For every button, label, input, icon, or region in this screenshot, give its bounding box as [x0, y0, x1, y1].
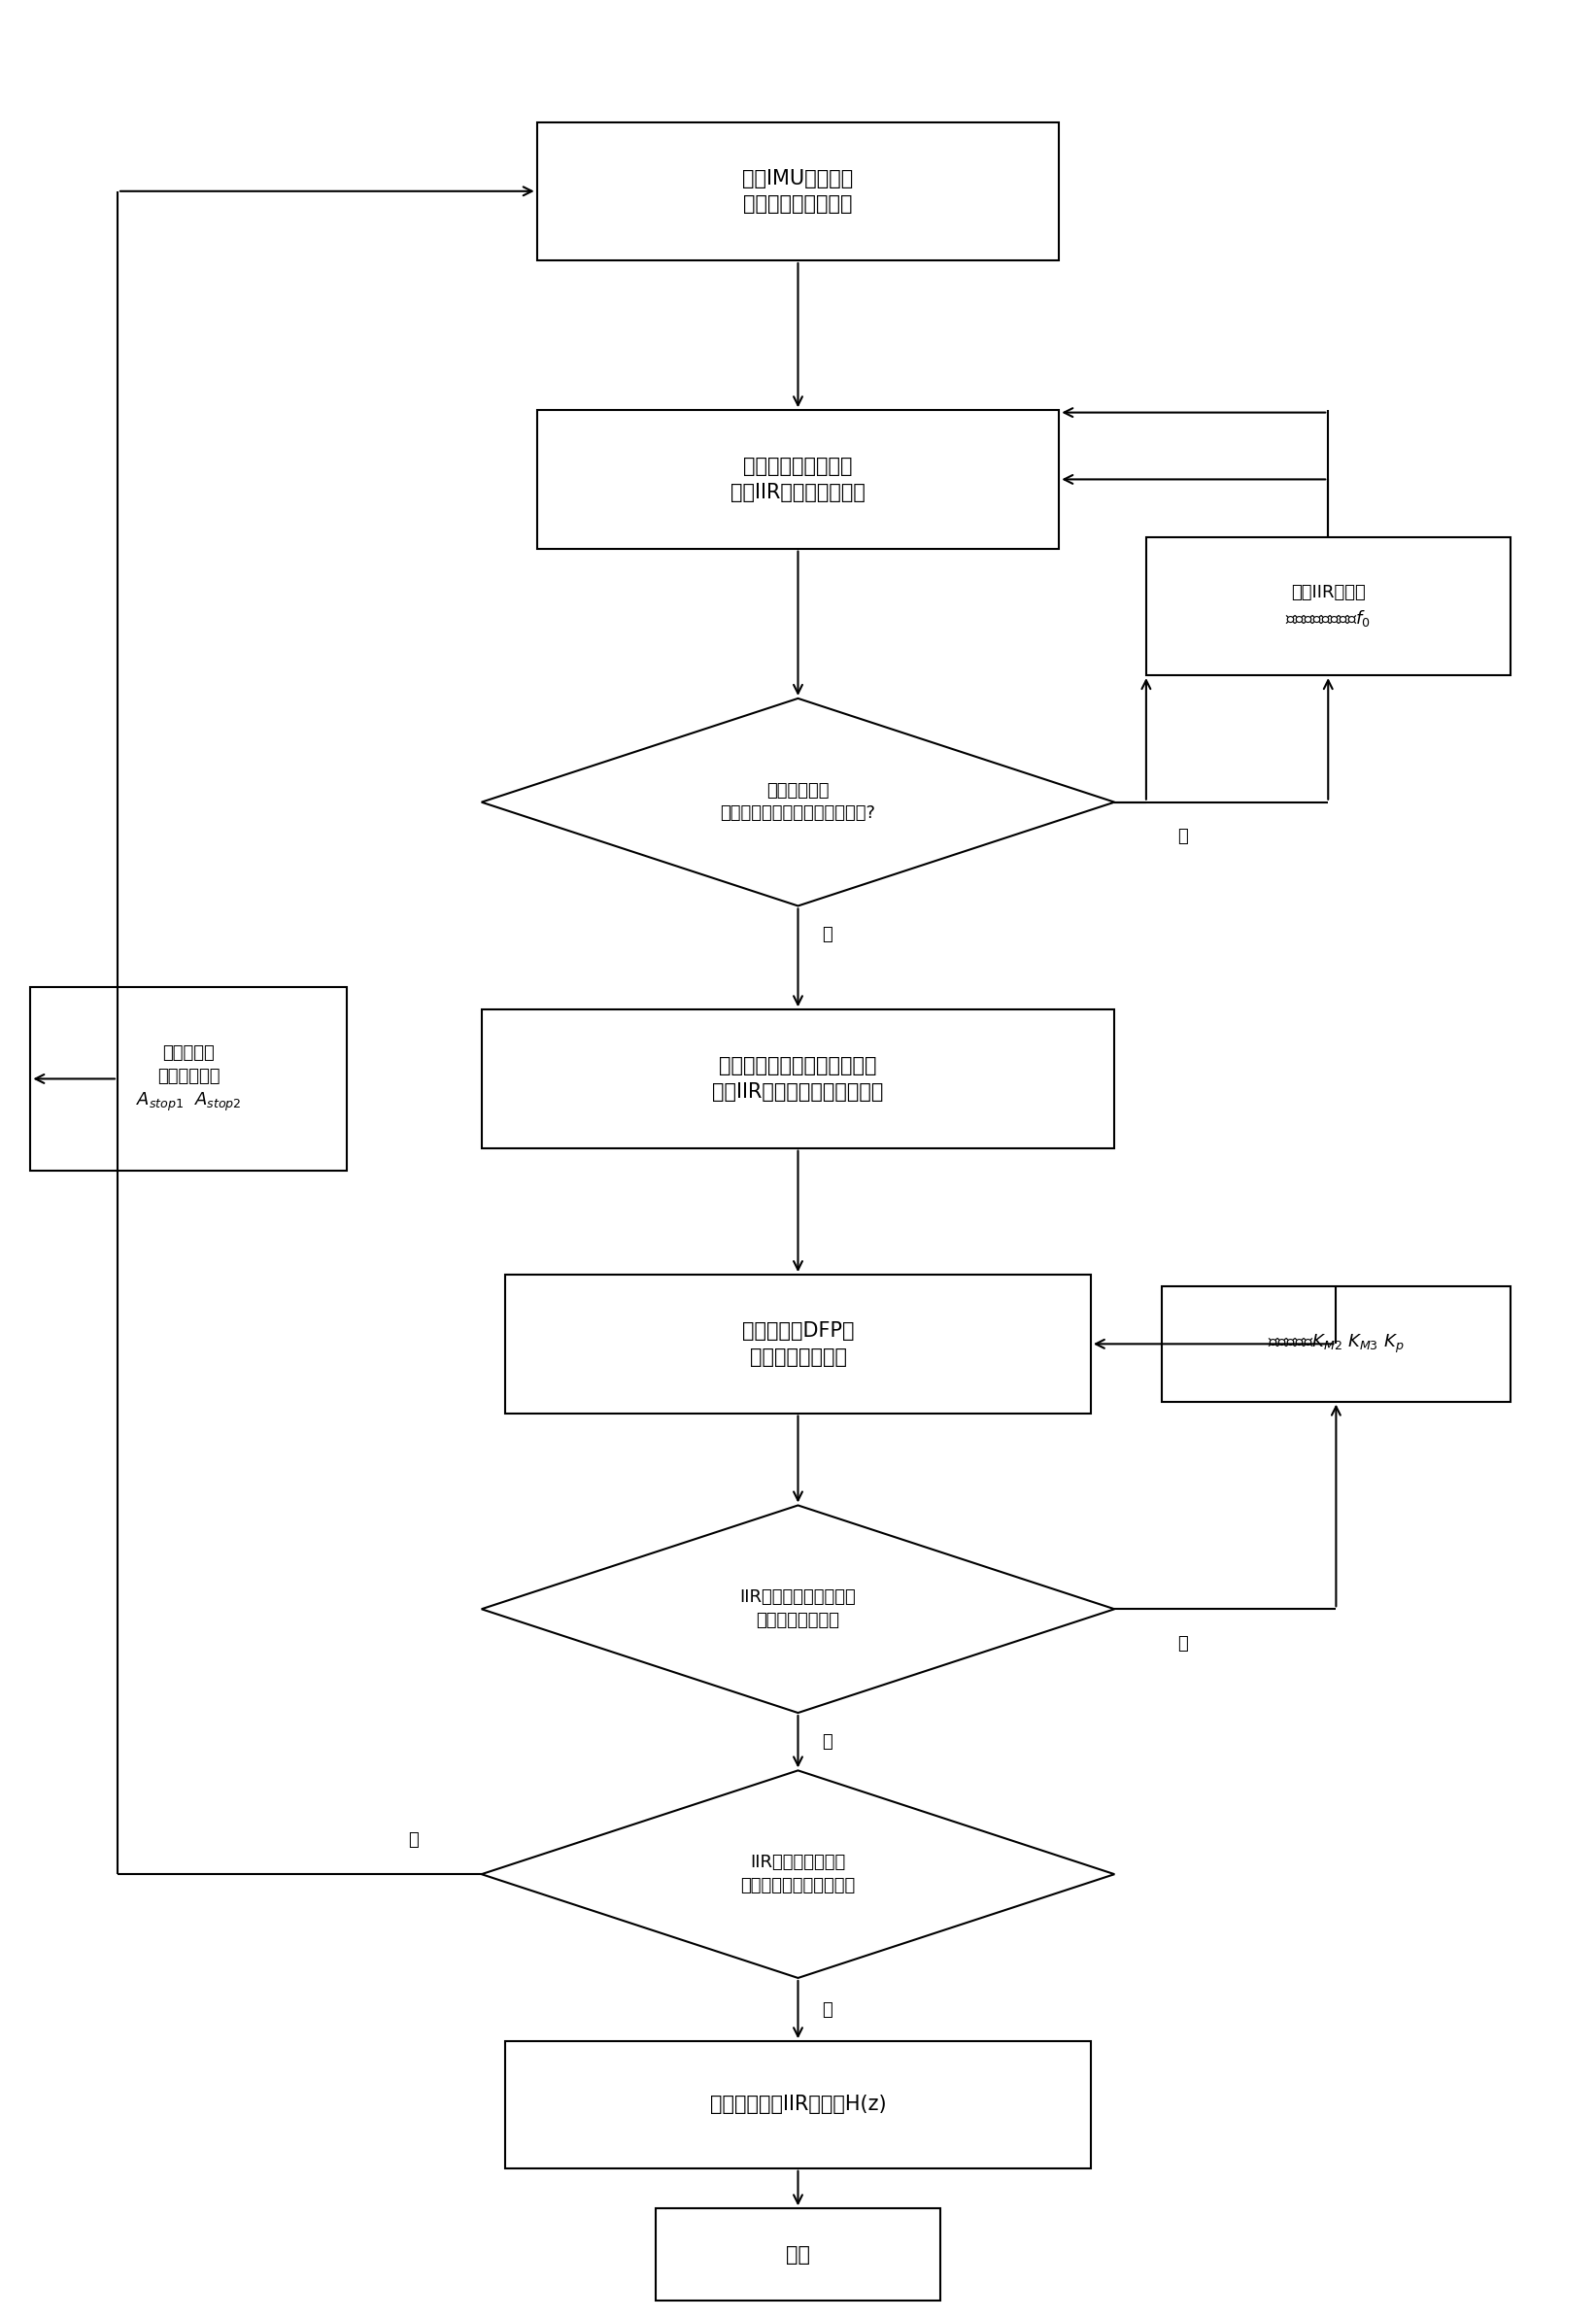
FancyBboxPatch shape [536, 410, 1060, 550]
Text: 否: 否 [407, 1832, 418, 1848]
Text: 是: 是 [822, 925, 832, 944]
FancyBboxPatch shape [30, 986, 346, 1171]
Text: 结束: 结束 [785, 2245, 811, 2263]
FancyBboxPatch shape [536, 123, 1060, 260]
Text: 调节滤波器
阻带衰减系数
$A_{stop1}$  $A_{stop2}$: 调节滤波器 阻带衰减系数 $A_{stop1}$ $A_{stop2}$ [136, 1044, 241, 1113]
Text: IIR滤波器整体测试
阻带噪声满足指标要求？: IIR滤波器整体测试 阻带噪声满足指标要求？ [741, 1853, 855, 1895]
Text: 调节IIR滤波器
带阻部分中心频率$f_0$: 调节IIR滤波器 带阻部分中心频率$f_0$ [1285, 584, 1371, 628]
Text: 是: 是 [822, 2001, 832, 2018]
FancyBboxPatch shape [506, 1275, 1090, 1412]
Text: 时域内采用最小二乘参数估计
计算IIR滤波器低通部分初始值: 时域内采用最小二乘参数估计 计算IIR滤波器低通部分初始值 [712, 1055, 884, 1102]
Text: 获得线性相位IIR滤波器H(z): 获得线性相位IIR滤波器H(z) [710, 2094, 886, 2115]
FancyBboxPatch shape [656, 2208, 940, 2300]
Text: 根据IMU指标参数
确定滤波器性能指标: 根据IMU指标参数 确定滤波器性能指标 [742, 169, 854, 213]
Text: 否: 否 [1178, 828, 1189, 846]
Text: 是: 是 [822, 1732, 832, 1751]
FancyBboxPatch shape [1146, 538, 1510, 675]
Polygon shape [482, 1505, 1114, 1714]
Text: 频域内采用DFP法
优化时域设计结果: 频域内采用DFP法 优化时域设计结果 [742, 1322, 854, 1366]
Polygon shape [482, 1769, 1114, 1978]
Text: 陀螺抖频测试
带阻部分抑制抖动噪声达到指标?: 陀螺抖频测试 带阻部分抑制抖动噪声达到指标? [720, 782, 876, 823]
Text: 采用通带最平坦准则
设计IIR滤波器带阻部分: 采用通带最平坦准则 设计IIR滤波器带阻部分 [731, 457, 865, 501]
FancyBboxPatch shape [482, 1009, 1114, 1148]
Text: IIR滤波器低通部分测试
性能满足指标要求: IIR滤波器低通部分测试 性能满足指标要求 [741, 1589, 855, 1630]
FancyBboxPatch shape [1162, 1287, 1510, 1401]
Text: 否: 否 [1178, 1635, 1189, 1653]
Polygon shape [482, 698, 1114, 907]
FancyBboxPatch shape [506, 2041, 1090, 2168]
Text: 调节权系数$K_{M2}$ $K_{M3}$ $K_p$: 调节权系数$K_{M2}$ $K_{M3}$ $K_p$ [1267, 1333, 1404, 1354]
